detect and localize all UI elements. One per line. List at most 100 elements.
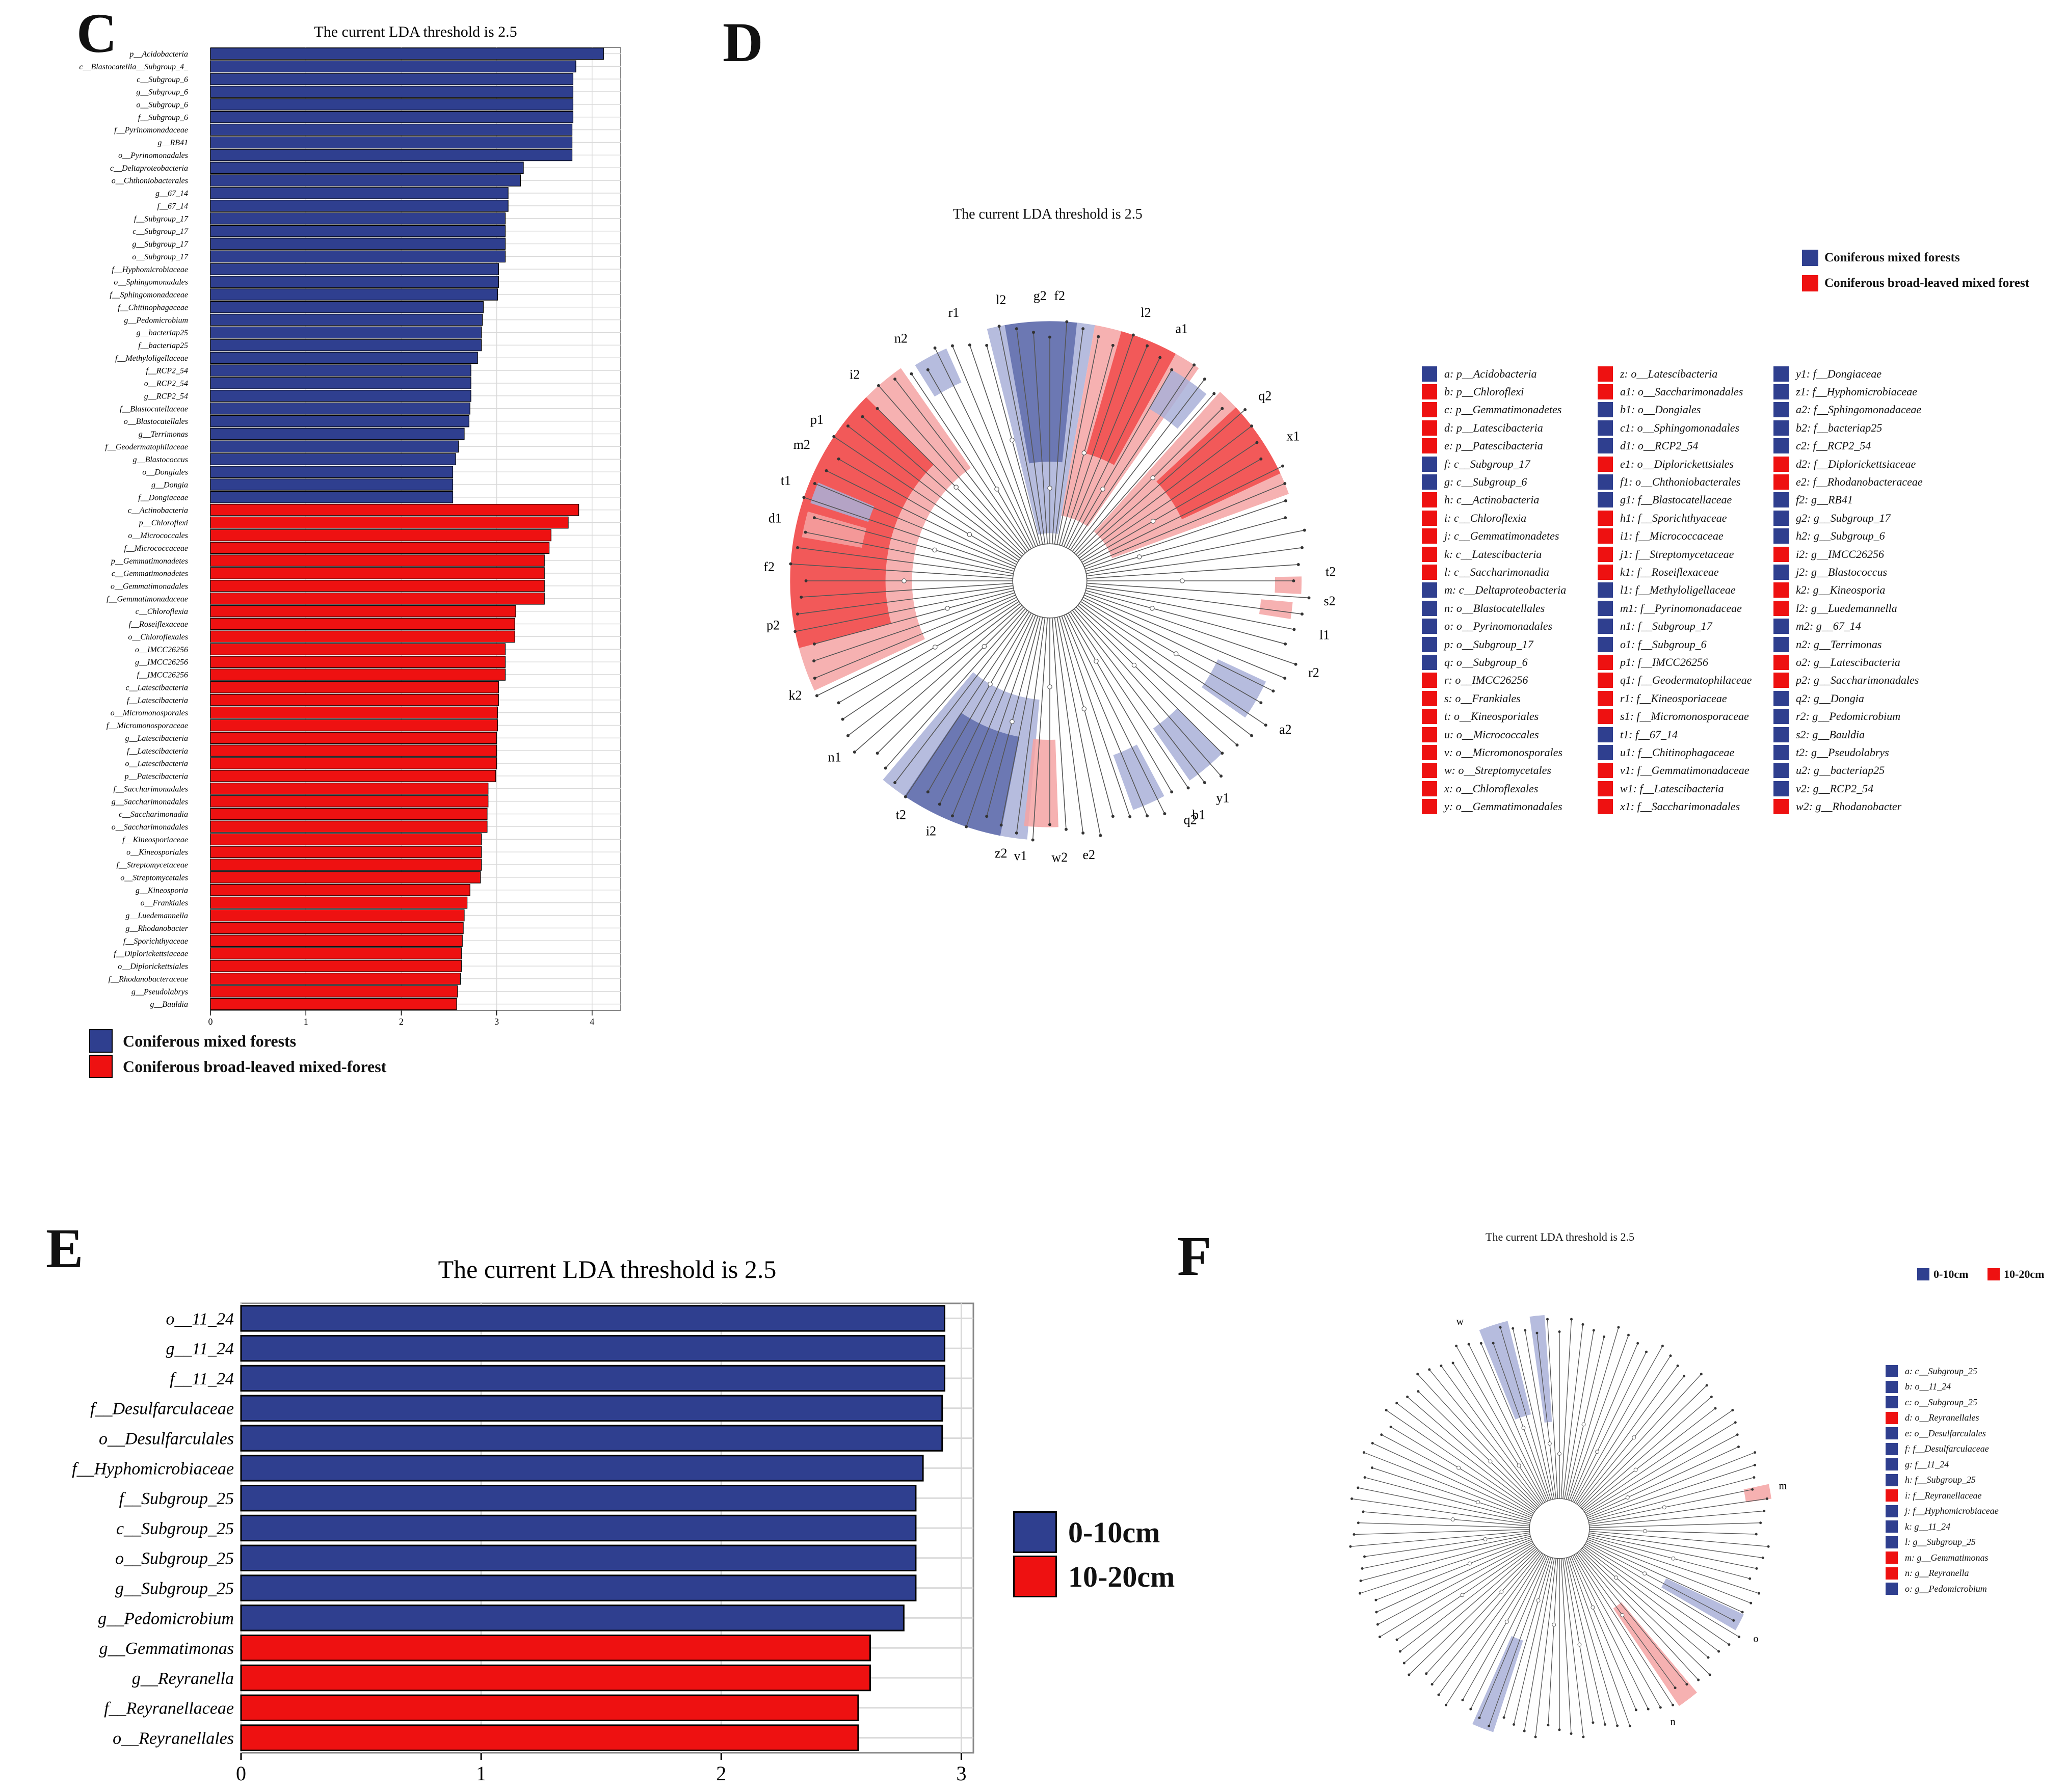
tree-branch bbox=[797, 547, 1013, 577]
tree-branch bbox=[1056, 617, 1101, 836]
tree-leaf-node bbox=[1294, 662, 1297, 666]
tree-leaf-node bbox=[837, 701, 840, 705]
clade-shade bbox=[810, 482, 874, 522]
tree-branch bbox=[1513, 1558, 1553, 1725]
panel-e-lda-bar-chart: The current LDA threshold is 2.5 0 1 2 3 o__1… bbox=[72, 1255, 974, 1785]
panel-f-cladogram: w m n o bbox=[1349, 1315, 1787, 1738]
bar-category-label: o__Diplorickettsiales bbox=[118, 962, 188, 971]
tree-branch bbox=[795, 587, 1014, 632]
tree-branch bbox=[1524, 1558, 1555, 1731]
clade-legend-column: z: o__Latescibacteria a1: o__Saccharimona… bbox=[1598, 365, 1752, 816]
bar-category-label: g__Saccharimonadales bbox=[112, 797, 188, 806]
tree-leaf-node bbox=[1685, 1683, 1688, 1686]
clade-legend-swatch bbox=[1773, 799, 1789, 815]
tree-branch bbox=[1079, 603, 1252, 736]
tree-branch bbox=[1462, 1554, 1545, 1700]
lda-bar bbox=[210, 643, 506, 656]
bar-category-label: g__Dongia bbox=[151, 481, 188, 490]
tree-leaf-node bbox=[968, 343, 971, 347]
tree-branch bbox=[1086, 587, 1294, 630]
tree-internal-node bbox=[1504, 1619, 1509, 1624]
tree-branch bbox=[952, 345, 1036, 547]
tree-branch bbox=[1432, 1552, 1541, 1685]
clade-legend-label: x1: f__Saccharimonadales bbox=[1620, 800, 1740, 813]
tree-internal-node bbox=[933, 645, 938, 650]
tree-leaf-node bbox=[815, 694, 818, 698]
clade-legend-label: a: c__Subgroup_25 bbox=[1905, 1366, 1977, 1376]
bar-category-label: f__11_24 bbox=[170, 1370, 234, 1388]
tree-leaf-node bbox=[1499, 1326, 1502, 1329]
clade-legend-label: k1: f__Roseiflexaceae bbox=[1620, 565, 1719, 578]
tree-leaf-node bbox=[884, 766, 887, 770]
tree-leaf-node bbox=[1765, 1497, 1768, 1500]
clade-legend-swatch bbox=[1773, 619, 1789, 634]
tree-branch bbox=[1061, 616, 1130, 817]
bar-category-label: g__Luedemannella bbox=[125, 912, 188, 920]
lda-bar bbox=[210, 808, 488, 820]
tree-internal-node bbox=[1150, 606, 1155, 611]
clade-legend-label: k: g__11_24 bbox=[1905, 1521, 1951, 1532]
tree-leaf-node bbox=[1444, 1703, 1447, 1706]
tree-internal-node bbox=[1517, 1463, 1521, 1468]
lda-bar bbox=[240, 1694, 859, 1721]
tree-leaf-node bbox=[1398, 1650, 1401, 1653]
legend-swatch-blue bbox=[1013, 1511, 1057, 1553]
tree-leaf-node bbox=[1416, 1373, 1419, 1376]
clade-legend-label: t1: f__67_14 bbox=[1620, 728, 1678, 741]
lda-bar bbox=[210, 326, 482, 339]
tree-internal-node bbox=[1614, 1575, 1619, 1580]
tree-branch bbox=[1082, 465, 1283, 565]
tree-leaf-node bbox=[804, 530, 807, 534]
clade-legend-item: y: o__Gemmatimonadales bbox=[1422, 797, 1566, 815]
tree-internal-node bbox=[1150, 475, 1155, 480]
tree-branch bbox=[1083, 483, 1285, 567]
lda-bar bbox=[210, 352, 478, 364]
bar-category-label: f__Latescibacteria bbox=[127, 696, 188, 705]
tree-branch bbox=[1567, 1557, 1618, 1726]
clade-legend-swatch bbox=[1773, 438, 1789, 454]
clade-legend-swatch bbox=[1598, 492, 1613, 508]
tree-leaf-node bbox=[1128, 815, 1132, 818]
bar-category-label: p__Gemmatimonadetes bbox=[111, 557, 188, 566]
tree-branch bbox=[1350, 1531, 1530, 1547]
legend-label-red: Coniferous broad-leaved mixed forest bbox=[1824, 276, 2030, 290]
tree-branch bbox=[1585, 1434, 1738, 1515]
clade-legend-label: n1: f__Subgroup_17 bbox=[1620, 620, 1712, 633]
tree-leaf-node bbox=[1717, 1650, 1720, 1653]
tree-leaf-node bbox=[1754, 1451, 1757, 1454]
tree-internal-node bbox=[1094, 658, 1099, 664]
clade-legend-swatch bbox=[1422, 709, 1437, 725]
clade-legend-swatch bbox=[1598, 600, 1613, 616]
lda-bar bbox=[210, 871, 481, 884]
bar-category-label: o__Subgroup_17 bbox=[132, 253, 189, 261]
clade-legend-item: m2: g__67_14 bbox=[1773, 617, 1923, 635]
clade-legend-swatch bbox=[1773, 492, 1789, 508]
tree-branch bbox=[1054, 618, 1083, 834]
tree-branch bbox=[1589, 1498, 1767, 1525]
tree-branch bbox=[1077, 605, 1238, 745]
clade-legend-item: l: c__Saccharimonadia bbox=[1422, 563, 1566, 581]
bar-category-label: f__Saccharimonadales bbox=[113, 785, 188, 793]
clade-shade bbox=[1472, 1636, 1523, 1732]
legend-swatch-red bbox=[1802, 275, 1818, 291]
lda-bar bbox=[210, 630, 515, 643]
tree-branch bbox=[1360, 1537, 1531, 1594]
tree-leaf-node bbox=[1425, 1672, 1428, 1675]
tree-leaf-node bbox=[1357, 1521, 1360, 1524]
clade-legend-label: r2: g__Pedomicrobium bbox=[1796, 710, 1901, 723]
tree-leaf-node bbox=[1212, 392, 1216, 395]
panel-letter-c: C bbox=[76, 2, 117, 64]
lda-bar bbox=[210, 668, 506, 681]
tree-branch bbox=[1587, 1452, 1755, 1518]
x-tick-label: 3 bbox=[956, 1762, 966, 1785]
tree-leaf-node bbox=[1099, 834, 1102, 837]
tree-leaf-node bbox=[1469, 1707, 1472, 1710]
bar-category-label: f__Subgroup_6 bbox=[138, 113, 188, 122]
lda-bar bbox=[210, 973, 461, 985]
clade-legend-item: i1: f__Micrococcaceae bbox=[1598, 527, 1752, 545]
clade-legend-item: c: p__Gemmatimonadetes bbox=[1422, 401, 1566, 419]
tree-branch bbox=[894, 379, 1028, 552]
tree-leaf-node bbox=[893, 781, 897, 785]
bar-category-label: g__Blastococcus bbox=[133, 456, 188, 464]
bar-category-label: o__Desulfarculales bbox=[99, 1430, 234, 1449]
